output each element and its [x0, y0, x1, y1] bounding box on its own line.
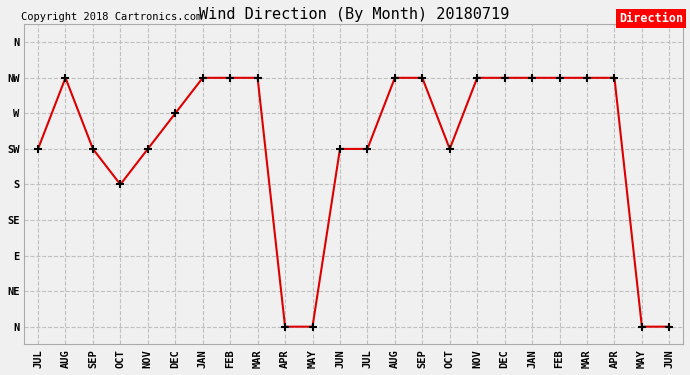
- Text: Copyright 2018 Cartronics.com: Copyright 2018 Cartronics.com: [21, 12, 202, 22]
- Text: Direction: Direction: [619, 12, 683, 25]
- Title: Wind Direction (By Month) 20180719: Wind Direction (By Month) 20180719: [199, 7, 509, 22]
